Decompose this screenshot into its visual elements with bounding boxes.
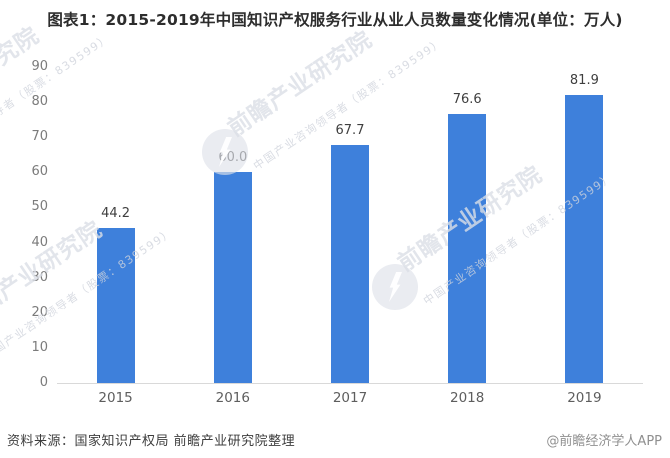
x-axis-category-label: 2015 (98, 390, 133, 406)
bar-2019 (565, 95, 604, 383)
bar-value-label: 76.6 (452, 92, 482, 108)
y-axis-tick-label: 30 (31, 269, 48, 285)
x-axis-category-label: 2017 (332, 390, 368, 406)
data-source-note: 资料来源：国家知识产权局 前瞻产业研究院整理 (7, 434, 296, 449)
x-axis-category-label: 2019 (567, 390, 602, 406)
y-axis-tick-label: 90 (31, 59, 48, 74)
bar-value-label: 44.2 (101, 205, 131, 221)
bar-value-label: 81.9 (569, 73, 599, 89)
bar-2016 (213, 172, 252, 383)
bar-2018 (448, 114, 487, 383)
y-axis-tick-label: 50 (31, 199, 48, 215)
y-axis-tick-label: 70 (31, 129, 48, 145)
bar-2015 (96, 227, 135, 383)
bar-value-label: 67.7 (335, 123, 365, 139)
y-axis-tick-label: 40 (31, 234, 48, 250)
y-axis-tick-label: 20 (31, 304, 48, 320)
brand-credit: @前瞻经济学人APP (546, 434, 662, 449)
chart-title: 图表1：2015-2019年中国知识产权服务行业从业人员数量变化情况(单位：万人… (47, 11, 623, 29)
bar-value-label: 60.0 (218, 150, 248, 166)
x-axis-line (57, 383, 643, 384)
x-axis-category-label: 2016 (215, 390, 250, 406)
y-axis-tick-label: 0 (39, 375, 48, 390)
y-axis-tick-label: 10 (31, 339, 48, 355)
y-axis-tick-label: 60 (31, 164, 48, 180)
x-axis-category-label: 2018 (450, 390, 485, 406)
y-axis-tick-label: 80 (31, 94, 48, 110)
bar-2017 (331, 145, 369, 383)
